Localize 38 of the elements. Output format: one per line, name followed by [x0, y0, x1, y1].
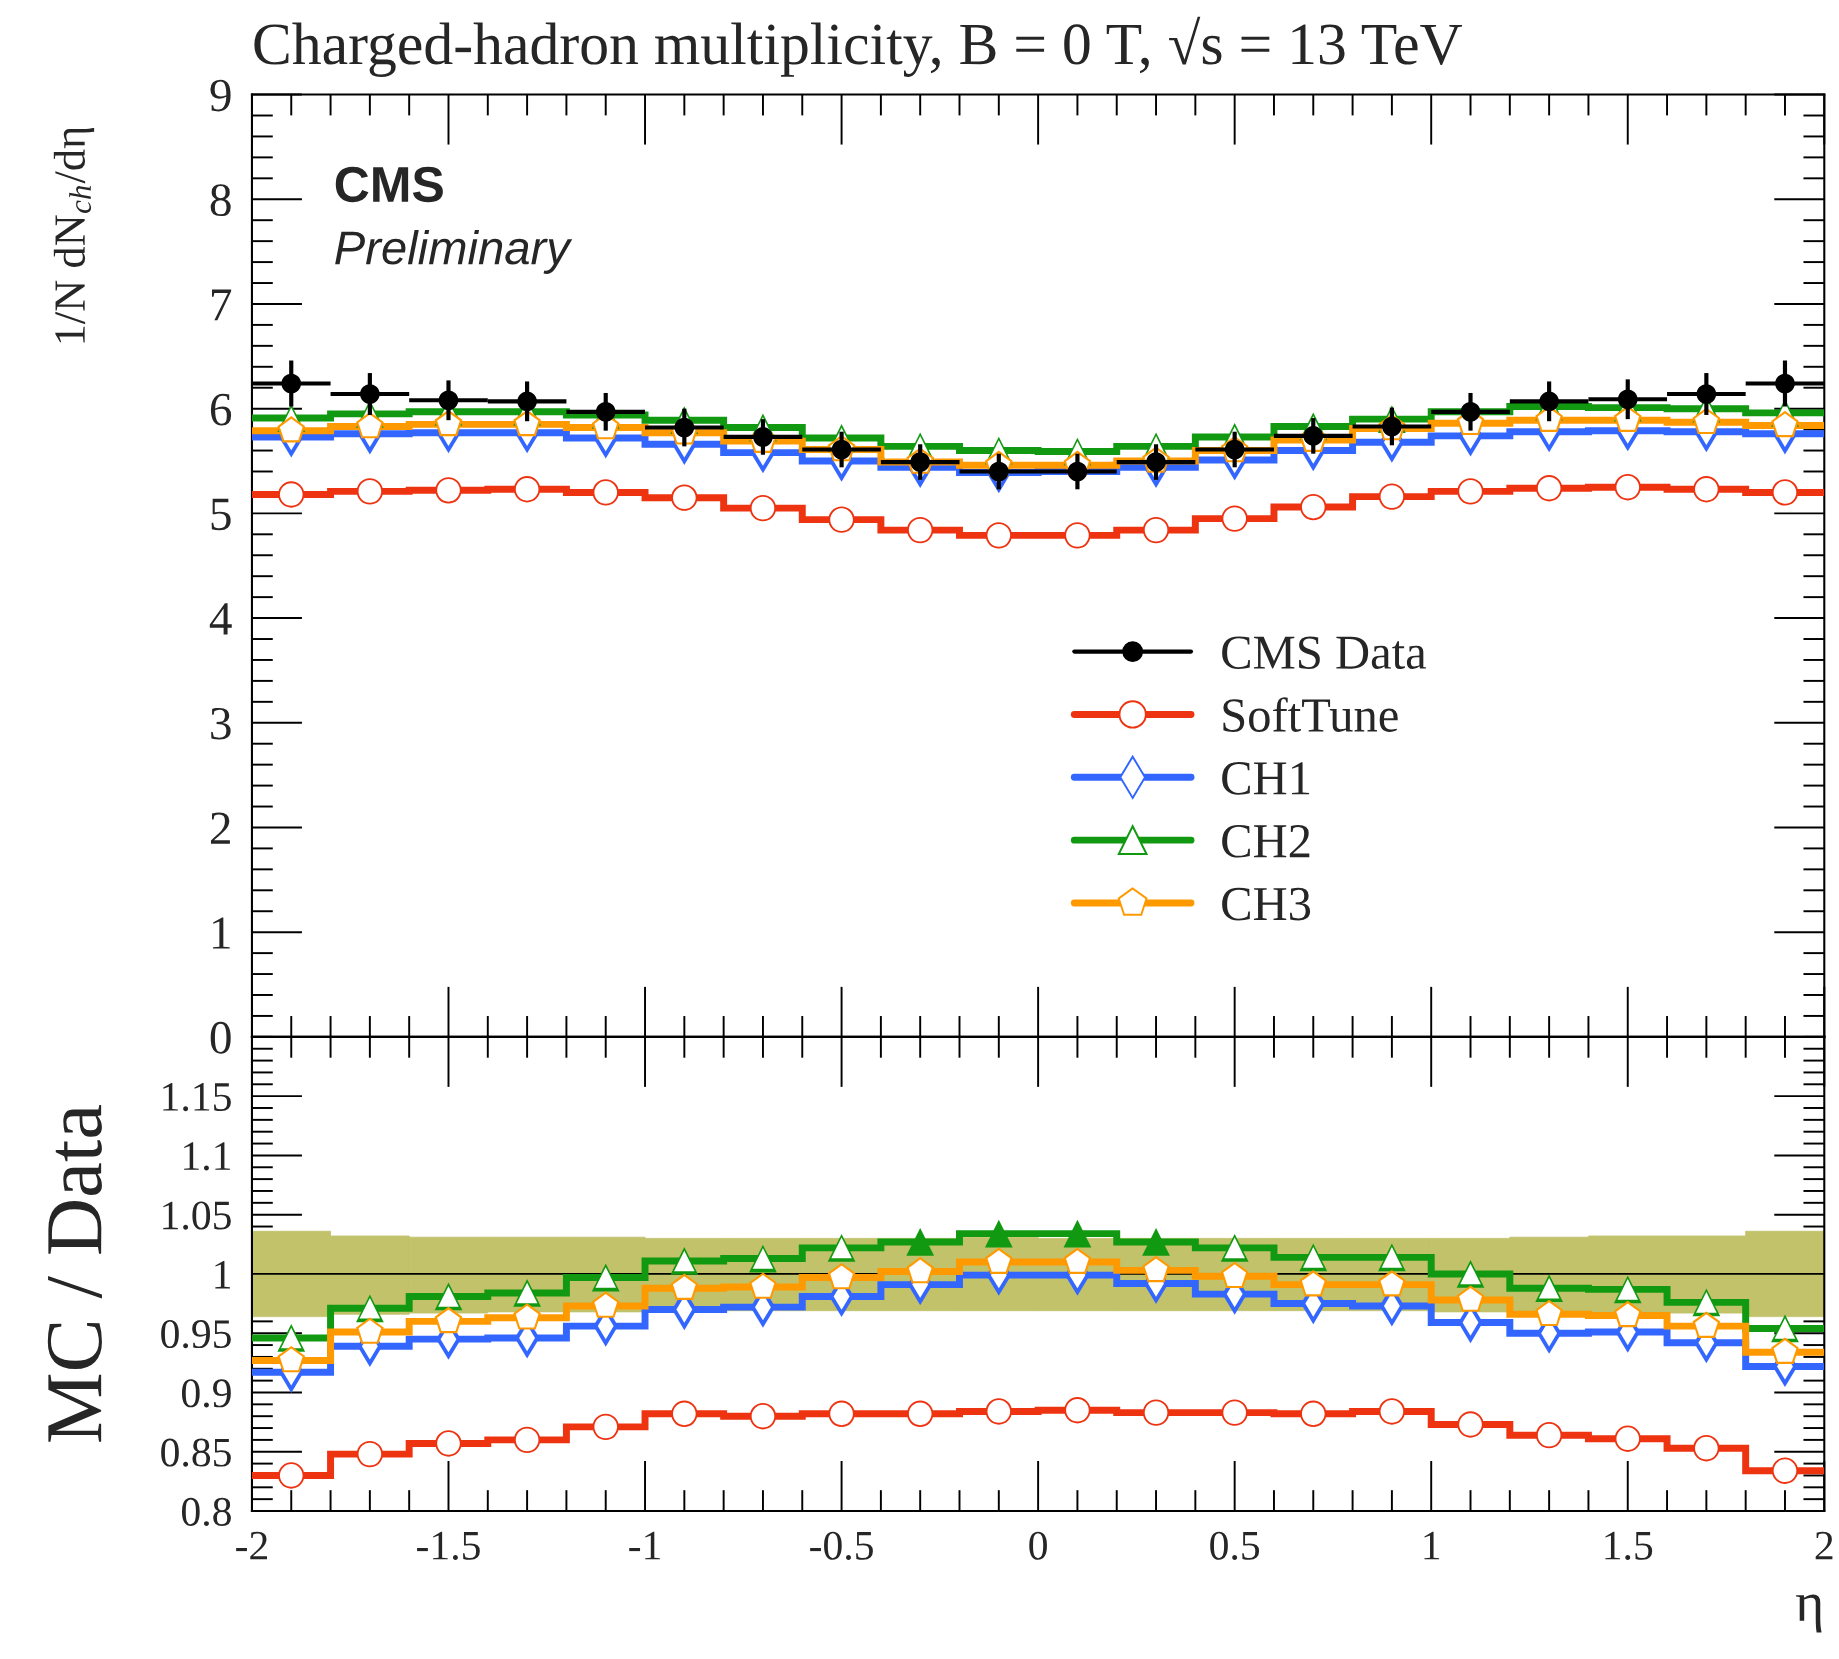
y-tick-label: 3	[211, 707, 231, 740]
x-tick-label: 1.5	[1605, 1531, 1653, 1560]
annotation: CMS	[335, 166, 443, 203]
legend-label: CMS Data	[1222, 636, 1427, 670]
y-axis-title: MC / Data	[47, 1105, 102, 1442]
y-tick-label: 1.1	[184, 1142, 230, 1171]
y-tick-label: 0	[210, 1021, 231, 1054]
chart-title: Charged-hadron multiplicity, B = 0 T, √s = 13 TeV	[254, 16, 1463, 77]
x-tick-label: 1	[1424, 1531, 1440, 1560]
legend-label: CH2	[1222, 824, 1310, 858]
y-tick-label: 9	[210, 79, 231, 112]
x-tick-label: 2	[1815, 1531, 1833, 1560]
y-tick-label: 1.15	[163, 1083, 231, 1112]
y-tick-label: 1	[215, 1260, 230, 1289]
legend-label: SoftTune	[1223, 697, 1398, 732]
y-axis-title: 1/N dN$_{ch}$/dη	[53, 128, 95, 343]
x-tick-label: -1	[629, 1531, 660, 1560]
y-tick-label: 5	[211, 498, 231, 531]
legend-label: CH3	[1222, 887, 1311, 921]
y-tick-label: 0.9	[182, 1379, 231, 1408]
x-axis-title: η	[1796, 1594, 1822, 1633]
x-tick-label: -2	[236, 1531, 267, 1560]
y-tick-label: 6	[210, 393, 232, 426]
x-tick-label: 0	[1029, 1531, 1047, 1560]
x-tick-label: -1.5	[417, 1531, 480, 1560]
y-tick-label: 0.8	[182, 1497, 231, 1527]
y-tick-label: 7	[212, 289, 232, 321]
y-tick-label: 0.95	[161, 1319, 231, 1349]
x-tick-label: 0.5	[1210, 1531, 1260, 1560]
annotation: Preliminary	[335, 229, 573, 274]
y-tick-label: 4	[209, 603, 232, 635]
y-tick-label: 1.05	[163, 1201, 231, 1230]
y-tick-label: 8	[210, 184, 231, 217]
y-tick-label: 1	[213, 917, 230, 949]
y-tick-label: 0.85	[161, 1438, 231, 1467]
legend-label: CH1	[1222, 762, 1310, 795]
x-tick-label: -0.5	[810, 1531, 873, 1560]
y-tick-label: 2	[210, 812, 230, 844]
